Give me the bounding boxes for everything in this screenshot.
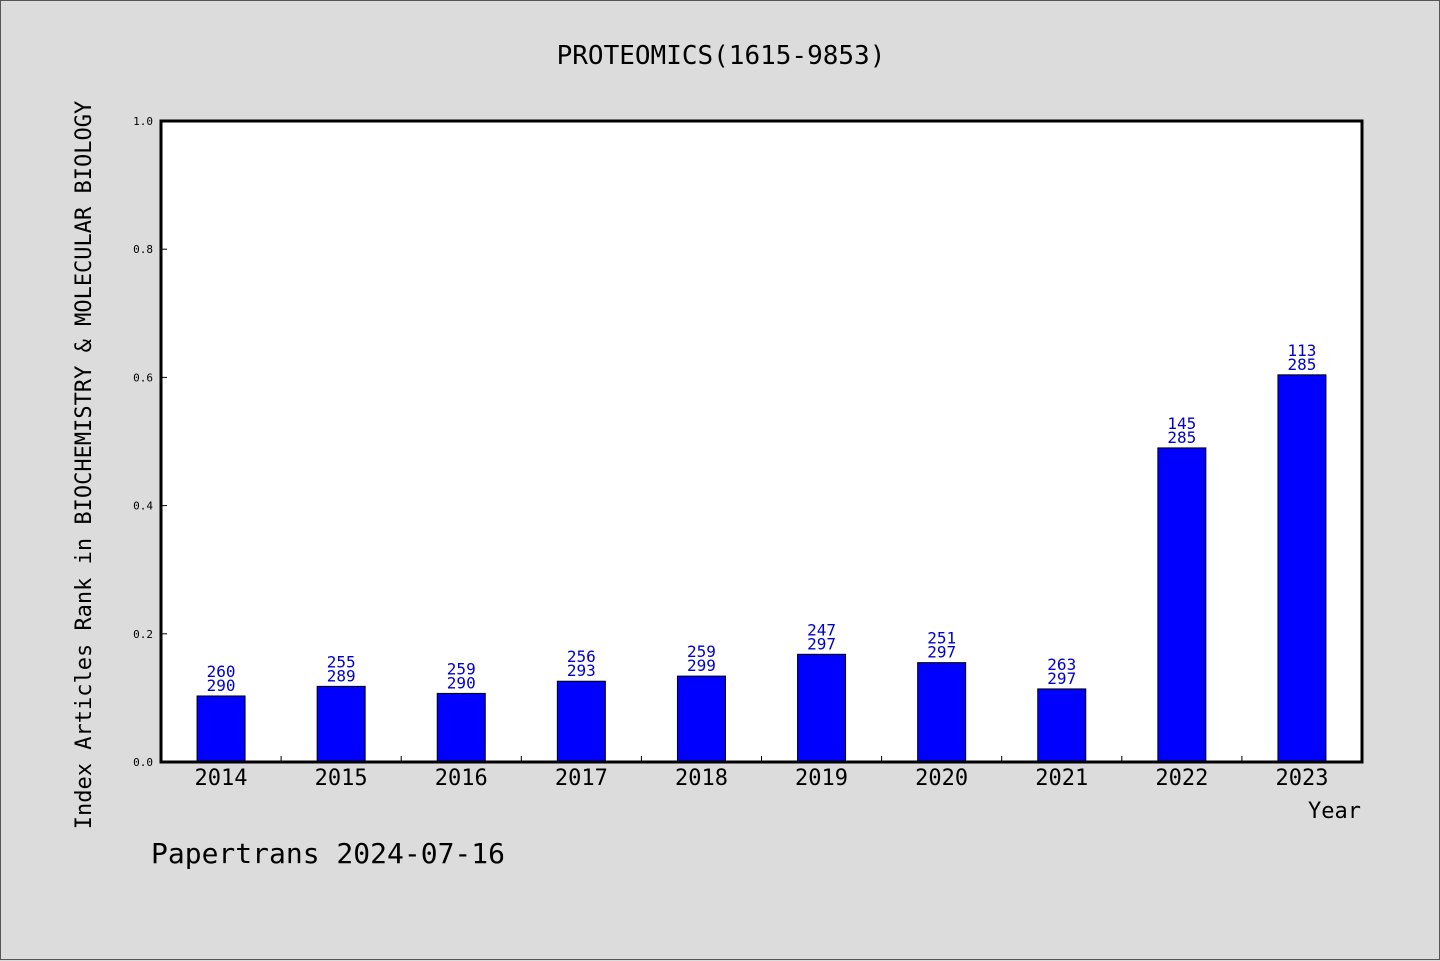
bar-label-bottom: 293 (567, 661, 596, 680)
bar-label-bottom: 290 (207, 676, 236, 695)
bar-label-top: 255 (327, 652, 356, 671)
x-axis-label: Year (1308, 799, 1361, 824)
x-tick-label: 2018 (675, 766, 728, 791)
y-tick-label: 0.4 (133, 500, 153, 513)
bar-2020 (917, 662, 967, 763)
y-tick-label: 1.0 (133, 115, 153, 128)
bar-label-top: 263 (1047, 655, 1076, 674)
bar-label-top: 256 (567, 647, 596, 666)
plot-border (159, 119, 1364, 764)
bar-label-bottom: 299 (687, 656, 716, 675)
bar-label-top: 259 (687, 642, 716, 661)
bar-label-top: 260 (207, 662, 236, 681)
bar-label-top: 247 (807, 620, 836, 639)
labels-layer: 2014260290201525528920162592902017256293… (195, 341, 1329, 791)
bar-2021 (1037, 688, 1087, 763)
bar-2017 (556, 680, 606, 763)
chart-title: PROTEOMICS(1615-9853) (557, 41, 886, 71)
x-tick-label: 2015 (315, 766, 368, 791)
bar-2014 (196, 695, 246, 763)
y-tick-label: 0.2 (133, 628, 153, 641)
y-axis-label: Index Articles Rank in BIOCHEMISTRY & MO… (72, 101, 97, 829)
credit-text: Papertrans 2024-07-16 (151, 837, 505, 870)
bar-label-bottom: 285 (1167, 428, 1196, 447)
bar-label-bottom: 289 (327, 666, 356, 685)
bar-label-top: 145 (1167, 414, 1196, 433)
bar-2016 (436, 692, 486, 763)
bars-layer (196, 374, 1327, 763)
bar-2019 (797, 653, 847, 763)
x-tick-label: 2019 (795, 766, 848, 791)
x-tick-label: 2020 (915, 766, 968, 791)
y-tick-label: 0.8 (133, 243, 153, 256)
bar-2015 (316, 685, 366, 763)
bar-2023 (1277, 374, 1327, 763)
bar-label-bottom: 297 (807, 634, 836, 653)
bar-label-bottom: 297 (927, 643, 956, 662)
y-tick-label: 0.6 (133, 371, 153, 384)
bar-label-top: 251 (927, 629, 956, 648)
bar-label-bottom: 297 (1047, 669, 1076, 688)
bar-label-top: 259 (447, 659, 476, 678)
y-tick-label: 0.0 (133, 756, 153, 769)
bar-2022 (1157, 447, 1207, 763)
x-tick-label: 2014 (195, 766, 248, 791)
x-tick-label: 2022 (1155, 766, 1208, 791)
x-tick-label: 2017 (555, 766, 608, 791)
bar-2018 (676, 675, 726, 763)
bar-label-bottom: 290 (447, 673, 476, 692)
bar-label-bottom: 285 (1287, 355, 1316, 374)
x-tick-label: 2023 (1275, 766, 1328, 791)
x-tick-label: 2016 (435, 766, 488, 791)
bar-label-top: 113 (1287, 341, 1316, 360)
x-tick-label: 2021 (1035, 766, 1088, 791)
